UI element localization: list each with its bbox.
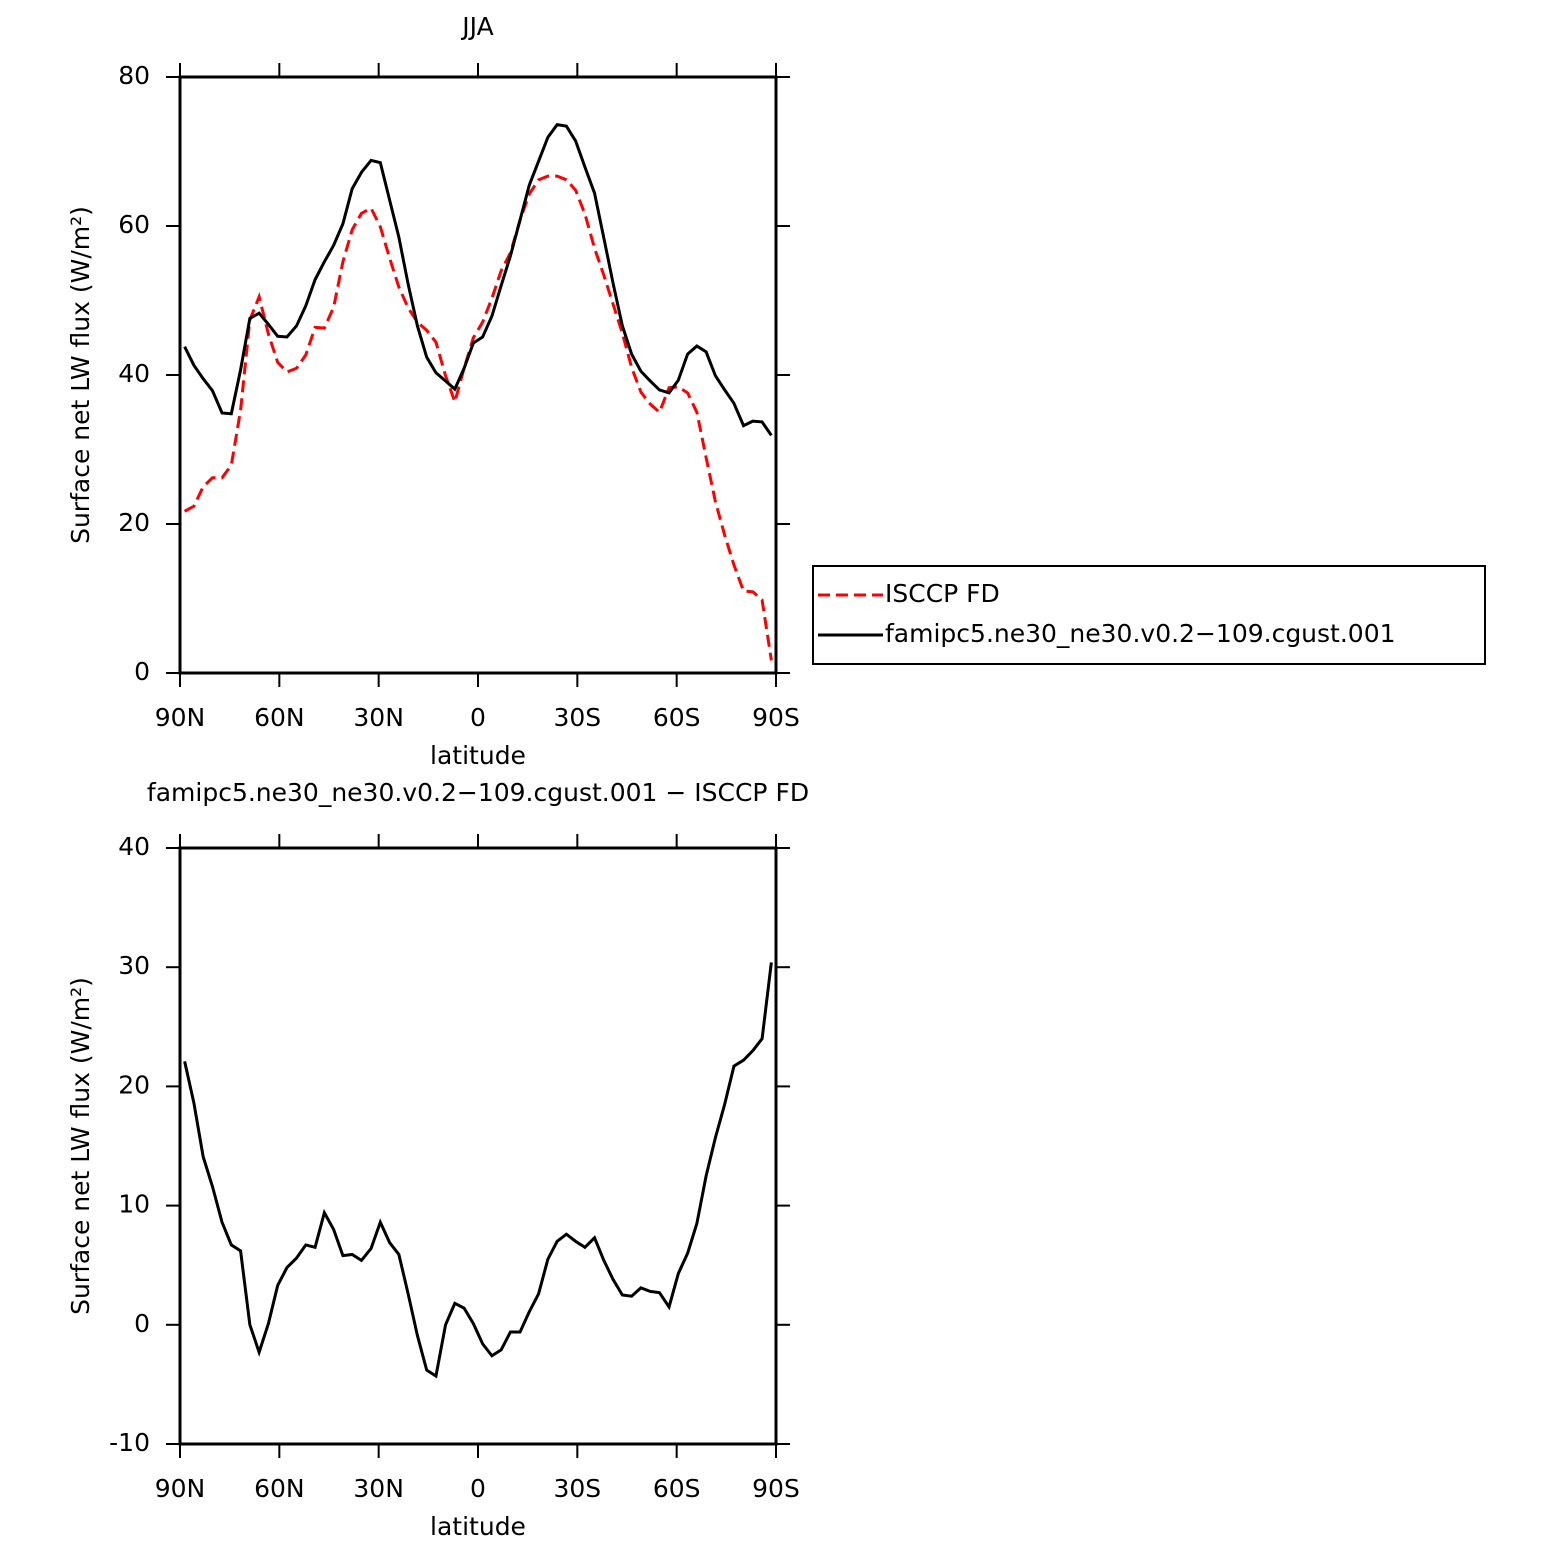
legend-label: famipc5.ne30_ne30.v0.2−109.cgust.001 bbox=[885, 619, 1396, 648]
x-tick-label: 60S bbox=[653, 1474, 701, 1503]
data-line bbox=[183, 123, 773, 437]
y-tick-label: 20 bbox=[118, 1070, 150, 1099]
legend-label: ISCCP FD bbox=[885, 579, 1000, 608]
x-axis-label: latitude bbox=[430, 1512, 526, 1541]
y-tick-label: 40 bbox=[118, 832, 150, 861]
y-tick-label: 30 bbox=[118, 951, 150, 980]
data-line bbox=[183, 962, 773, 1379]
plot-frame bbox=[178, 75, 778, 675]
y-tick-label: 0 bbox=[134, 657, 150, 686]
x-tick-label: 90N bbox=[155, 703, 206, 732]
y-axis-label: Surface net LW flux (W/m²) bbox=[66, 977, 95, 1315]
x-tick-label: 30S bbox=[553, 1474, 601, 1503]
y-tick-label: 80 bbox=[118, 61, 150, 90]
x-tick-label: 0 bbox=[470, 703, 486, 732]
y-tick-label: 60 bbox=[118, 210, 150, 239]
x-tick-label: 30N bbox=[353, 1474, 404, 1503]
y-tick-label: -10 bbox=[109, 1428, 150, 1457]
x-tick-label: 30N bbox=[353, 703, 404, 732]
x-tick-label: 90N bbox=[155, 1474, 206, 1503]
x-tick-label: 60N bbox=[254, 703, 305, 732]
chart-title: famipc5.ne30_ne30.v0.2−109.cgust.001 − I… bbox=[147, 778, 809, 807]
x-tick-label: 90S bbox=[752, 703, 800, 732]
y-tick-label: 40 bbox=[118, 359, 150, 388]
data-line bbox=[183, 174, 773, 661]
x-tick-label: 90S bbox=[752, 1474, 800, 1503]
y-tick-label: 20 bbox=[118, 508, 150, 537]
x-tick-label: 30S bbox=[553, 703, 601, 732]
y-tick-label: 10 bbox=[118, 1190, 150, 1219]
chart-title: JJA bbox=[460, 12, 493, 41]
legend-box bbox=[812, 565, 1486, 665]
x-tick-label: 60S bbox=[653, 703, 701, 732]
y-tick-label: 0 bbox=[134, 1309, 150, 1338]
plot-frame bbox=[178, 846, 778, 1446]
x-axis-label: latitude bbox=[430, 741, 526, 770]
x-tick-label: 0 bbox=[470, 1474, 486, 1503]
y-axis-label: Surface net LW flux (W/m²) bbox=[66, 206, 95, 544]
x-tick-label: 60N bbox=[254, 1474, 305, 1503]
